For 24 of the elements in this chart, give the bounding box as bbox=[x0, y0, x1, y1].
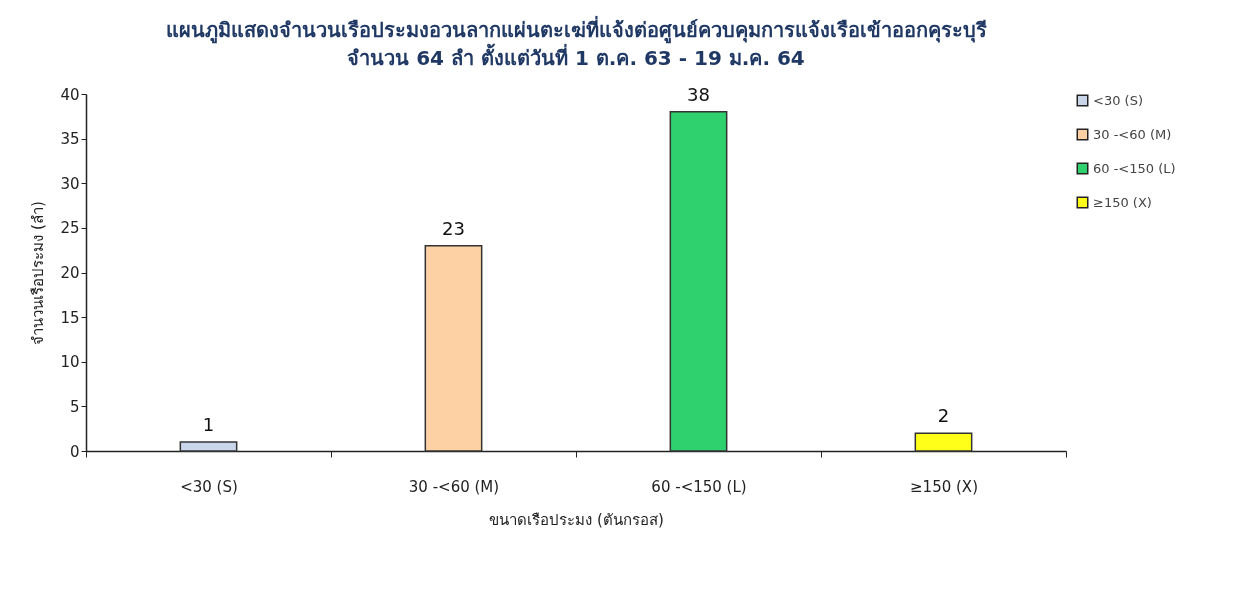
legend-label: ≥150 (X) bbox=[1093, 194, 1152, 210]
legend-label: 30 -<60 (M) bbox=[1093, 126, 1172, 142]
y-tick-label: 0 bbox=[69, 442, 80, 461]
y-tick-label: 20 bbox=[60, 264, 80, 282]
legend-label: 60 -<150 (L) bbox=[1093, 160, 1176, 176]
data-label: 38 bbox=[687, 83, 710, 105]
y-tick-label: 10 bbox=[60, 353, 80, 372]
y-tick-label: 35 bbox=[60, 130, 80, 149]
y-tick-label: 25 bbox=[60, 219, 80, 238]
legend-label: <30 (S) bbox=[1093, 92, 1143, 108]
x-axis-title: ขนาดเรือประมง (ตันกรอส) bbox=[489, 510, 664, 529]
x-tick-label: ≥150 (X) bbox=[910, 477, 978, 496]
y-tick-label: 5 bbox=[69, 397, 80, 416]
x-tick-label: <30 (S) bbox=[180, 477, 238, 496]
y-tick-label: 30 bbox=[60, 174, 80, 193]
data-label: 23 bbox=[442, 217, 465, 239]
x-tick-label: 30 -<60 (M) bbox=[408, 477, 500, 496]
y-tick-label: 15 bbox=[60, 308, 80, 327]
y-axis-title: จำนวนเรือประมง (ลำ) bbox=[29, 201, 48, 345]
data-label: 1 bbox=[202, 414, 215, 436]
data-label: 2 bbox=[937, 405, 950, 427]
chart-title: แผนภูมิแสดงจำนวนเรือประมงอวนลากแผ่นตะเฆ่ที่แจ้งต่อศูนย์ควบคุมการแจ้งเรือเข้าออกคุระบุรี bbox=[165, 14, 987, 44]
x-tick-label: 60 -<150 (L) bbox=[651, 477, 747, 496]
y-tick-label: 40 bbox=[60, 85, 80, 104]
